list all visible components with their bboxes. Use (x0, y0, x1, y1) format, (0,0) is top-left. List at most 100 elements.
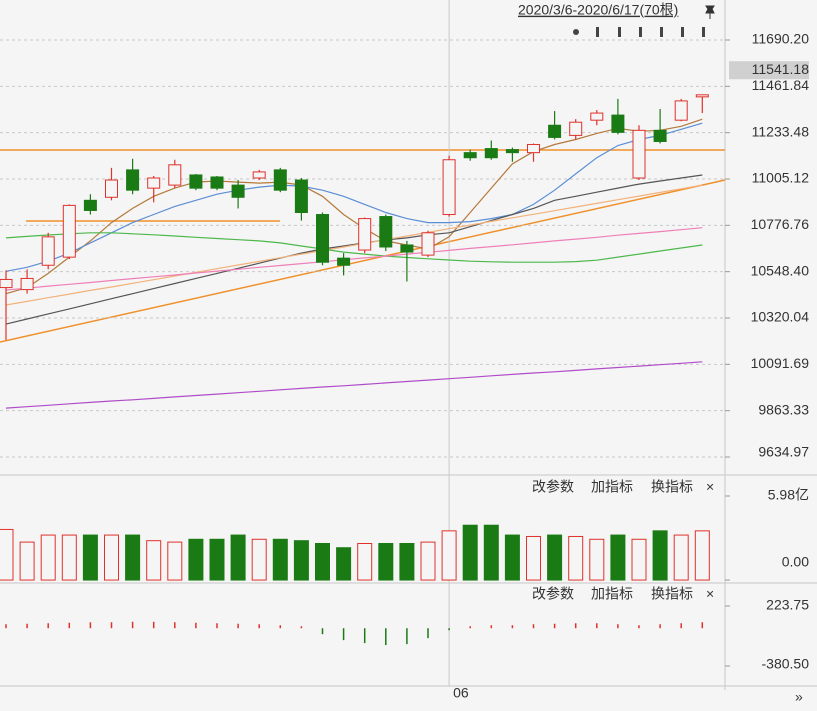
candle-body (273, 169, 287, 191)
volume-bar (483, 524, 499, 581)
volume-bar (568, 535, 584, 581)
volume-bar (673, 534, 689, 581)
volume-bar (209, 538, 225, 581)
icon[interactable] (573, 29, 579, 35)
toolbar-button[interactable]: 改参数 (532, 586, 574, 602)
icon[interactable] (639, 27, 642, 37)
toolbar-button[interactable]: 换指标 (651, 479, 693, 495)
volume-bar (40, 534, 56, 581)
y-tick-label: 11233.48 (752, 123, 810, 139)
toolbar-button[interactable]: × (706, 586, 714, 602)
candle-body (337, 257, 351, 266)
volume-bar (526, 535, 541, 581)
y-tick-label: 9863.33 (758, 401, 809, 417)
y-tick-label: 10320.04 (751, 309, 810, 325)
candle-body (41, 236, 55, 266)
icon[interactable] (618, 27, 621, 37)
volume-bar (504, 534, 520, 581)
icon[interactable] (660, 27, 663, 37)
volume-bar (167, 541, 183, 581)
volume-bar (336, 547, 352, 581)
candle-body (105, 179, 118, 198)
candle-body (62, 204, 76, 258)
volume-bar (293, 540, 309, 581)
candle-body (231, 184, 245, 198)
y-tick-label: 10776.76 (751, 216, 810, 232)
moving-average-line (5, 361, 703, 409)
y-tick-label: 11461.84 (752, 77, 810, 93)
volume-bar (420, 541, 436, 581)
volume-bar (694, 530, 710, 581)
y-tick-label: 9634.97 (758, 444, 809, 460)
last-price-box (729, 61, 809, 80)
candle-body (20, 277, 34, 291)
icon[interactable] (702, 27, 705, 37)
x-tick-label: 06 (453, 685, 469, 701)
icon[interactable] (596, 27, 599, 37)
candle-body (463, 152, 477, 159)
y-tick-label: 10091.69 (751, 355, 810, 371)
candle-body (421, 232, 435, 256)
candle-body (252, 171, 266, 179)
volume-bar (146, 540, 162, 581)
scroll-arrow[interactable]: » (795, 689, 803, 705)
y-tick-label: -380.50 (762, 656, 810, 672)
volume-bar (378, 543, 394, 581)
candle-body (548, 124, 562, 138)
toolbar-button[interactable]: 加指标 (591, 586, 633, 602)
moving-average-line (5, 122, 703, 272)
candle-body (168, 164, 182, 186)
toolbar-button[interactable]: 加指标 (591, 479, 633, 495)
candle-body (147, 177, 161, 189)
y-tick-label: 10548.40 (751, 262, 810, 278)
toolbar-button[interactable]: 换指标 (651, 586, 693, 602)
pin-icon[interactable] (705, 5, 715, 19)
y-tick-label: 0.00 (782, 554, 809, 570)
y-tick-label: 11690.20 (752, 31, 810, 47)
candle-body (611, 114, 625, 133)
candle-body (294, 179, 308, 213)
candle-body (400, 244, 414, 253)
moving-average-line (5, 184, 703, 306)
volume-bar (631, 538, 647, 581)
volume-bar (652, 530, 668, 581)
moving-average-line (5, 227, 703, 291)
volume-bar (399, 543, 415, 581)
volume-bar (441, 530, 457, 581)
volume-bar (188, 538, 204, 581)
volume-bar (251, 538, 267, 581)
volume-bar (357, 543, 373, 581)
candle-body (442, 159, 456, 216)
toolbar-button[interactable]: 改参数 (532, 479, 574, 495)
volume-bar (125, 534, 141, 581)
candle-body (484, 148, 498, 159)
candle-body (695, 94, 709, 98)
range-label: 2020/3/6-2020/6/17(70根) (518, 2, 678, 18)
candle-body (358, 218, 372, 251)
volume-bar (104, 534, 119, 581)
candle-body (674, 100, 688, 121)
candle-body (505, 149, 519, 154)
tool-icons[interactable] (573, 27, 705, 37)
candle-body (590, 112, 604, 121)
y-tick-label: 11005.12 (752, 170, 810, 186)
volume-bar (315, 543, 330, 581)
volume-bar (462, 524, 478, 581)
icon[interactable] (681, 27, 684, 37)
moving-average-line (5, 174, 703, 325)
candle-body (189, 174, 203, 189)
candle-body (569, 121, 583, 136)
candle-body (653, 129, 667, 142)
candle-body (527, 144, 540, 154)
candle-body (316, 214, 329, 263)
volume-bar (272, 538, 288, 581)
candle-body (83, 199, 97, 211)
candle-body (126, 169, 140, 191)
toolbar-button[interactable]: × (706, 479, 714, 495)
volume-bar (0, 528, 14, 581)
volume-bar (547, 534, 563, 581)
y-tick-label: 5.98亿 (768, 487, 809, 503)
volume-bar (230, 534, 246, 581)
